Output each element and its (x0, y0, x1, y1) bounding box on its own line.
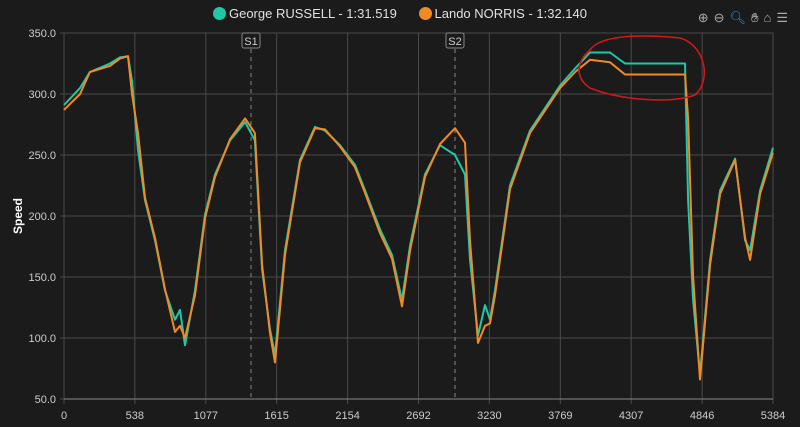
home-reset-icon[interactable]: ⌂ (763, 10, 772, 25)
y-tick-label: 200.0 (28, 211, 56, 223)
annotation-circle (578, 35, 706, 101)
y-tick-label: 350.0 (28, 28, 56, 40)
russell-color-dot (212, 7, 226, 20)
y-tick-label: 100.0 (28, 333, 56, 345)
x-tick-label: 1077 (194, 410, 218, 422)
menu-icon[interactable]: ☰ (776, 10, 788, 25)
legend-item-russell[interactable]: George RUSSELL - 1:31.519 (212, 6, 397, 21)
y-tick-label: 300.0 (28, 89, 56, 101)
sector-marker-label: S1 (244, 36, 257, 48)
x-tick-label: 5384 (761, 410, 785, 422)
x-tick-label: 3230 (477, 410, 501, 422)
y-tick-label: 50.0 (35, 394, 56, 406)
series-line-norris (63, 55, 774, 381)
sector-marker-box (241, 32, 261, 49)
chart-toolbar: ⊕ ⊖ 🔍︎ ✋︎ ⌂ ☰ (698, 10, 788, 26)
y-tick-label: 150.0 (28, 272, 56, 284)
x-tick-label: 3769 (548, 410, 572, 422)
norris-color-dot (418, 7, 432, 20)
sector-marker-box (445, 32, 465, 49)
x-tick-label: 4307 (619, 410, 643, 422)
chart-legend: George RUSSELL - 1:31.519 Lando NORRIS -… (0, 6, 800, 23)
x-tick-label: 0 (61, 410, 67, 422)
x-tick-label: 538 (126, 410, 144, 422)
sector-marker-label: S2 (448, 36, 461, 48)
zoom-select-icon[interactable]: 🔍︎ (729, 10, 747, 25)
legend-label: George RUSSELL - 1:31.519 (228, 6, 397, 21)
legend-label: Lando NORRIS - 1:32.140 (434, 6, 587, 21)
x-tick-label: 4846 (690, 410, 714, 422)
legend-item-norris[interactable]: Lando NORRIS - 1:32.140 (418, 6, 587, 21)
y-axis-label: Speed (11, 198, 25, 234)
x-tick-label: 1615 (264, 410, 288, 422)
zoom-in-icon[interactable]: ⊕ (697, 10, 709, 25)
pan-hand-icon[interactable]: ✋︎ (751, 10, 759, 25)
y-tick-label: 250.0 (28, 150, 56, 162)
x-tick-label: 2692 (406, 410, 430, 422)
zoom-out-icon[interactable]: ⊖ (713, 10, 725, 25)
x-tick-label: 2154 (335, 410, 359, 422)
